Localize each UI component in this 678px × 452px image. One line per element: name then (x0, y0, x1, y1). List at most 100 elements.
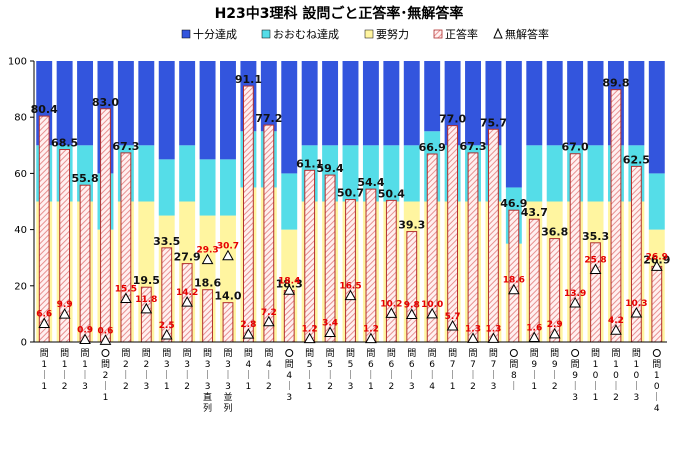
bar-full (526, 61, 543, 146)
x-tick-char: 1 (82, 360, 88, 370)
label-correct-rate: 35.3 (582, 230, 609, 243)
marker-blank-rate (650, 260, 663, 271)
x-tick-label: 問5｜3 (346, 348, 355, 392)
x-tick-char: ｜ (387, 370, 396, 381)
legend-label: おおむね達成 (273, 28, 339, 41)
bar-full (138, 61, 155, 146)
bar-mostly (179, 145, 196, 202)
label-blank-rate: 0.6 (97, 326, 113, 336)
label-correct-rate: 61.1 (296, 157, 323, 170)
marker-blank-rate (120, 292, 132, 303)
x-tick-char: 5 (348, 360, 354, 370)
label-correct-rate: 83.0 (92, 96, 119, 109)
label-blank-rate: 6.6 (36, 309, 52, 319)
label-correct-rate: 50.4 (378, 187, 405, 200)
legend-swatch (493, 27, 503, 39)
bar-full (587, 61, 604, 146)
label-correct-rate: 46.9 (500, 197, 527, 210)
x-tick-char: ｜ (469, 370, 478, 381)
x-tick-char: 1 (307, 382, 313, 392)
bar-mostly (199, 159, 216, 216)
x-tick-char: ｜ (632, 381, 641, 392)
x-tick-circle-mark (509, 349, 518, 357)
marker-blank-rate (528, 331, 541, 343)
y-tick-label: 0 (21, 338, 27, 349)
x-tick-char: 問 (223, 348, 232, 359)
bar-correct-rate (304, 169, 316, 343)
x-tick-char: 0 (654, 382, 660, 392)
bar-full (465, 61, 481, 146)
x-tick-char: 問 (183, 348, 192, 359)
x-tick-label: 問3｜2 (183, 348, 192, 392)
x-tick-char: 問 (346, 348, 355, 359)
bar-full (179, 61, 196, 146)
label-blank-rate: 26.9 (646, 252, 668, 262)
marker-blank-rate (140, 302, 153, 314)
label-correct-rate: 75.7 (480, 116, 507, 129)
label-blank-rate: 4.2 (608, 316, 624, 326)
bar-mostly (526, 145, 543, 202)
label-blank-rate: 3.4 (322, 318, 338, 328)
x-tick-char: ｜ (530, 370, 539, 381)
label-correct-rate: 68.5 (51, 137, 78, 150)
x-tick-label: 問8｜ (509, 349, 518, 392)
x-tick-char: 1 (62, 360, 68, 370)
x-tick-char: ｜ (121, 370, 130, 381)
x-tick-char: 5 (307, 360, 313, 370)
bar-correct-rate (100, 108, 111, 343)
x-tick-char: 問 (326, 348, 335, 359)
x-tick-circle-mark (101, 349, 110, 357)
label-blank-rate: 1.3 (485, 324, 501, 334)
bar-correct-rate (651, 265, 663, 343)
x-tick-label: 問3｜3並列 (223, 348, 232, 414)
bar-mostly (138, 145, 155, 202)
bar-mostly (587, 145, 604, 202)
x-tick-char: 問 (285, 359, 294, 370)
x-tick-char: ｜ (183, 370, 192, 381)
label-correct-rate: 59.4 (317, 162, 344, 175)
x-tick-char: ｜ (489, 370, 498, 381)
x-tick-char: 2 (123, 382, 129, 392)
legend-label: 十分達成 (193, 27, 237, 41)
bar-correct-rate (324, 174, 336, 343)
x-tick-char: 問 (550, 348, 559, 359)
x-tick-char: 3 (491, 382, 497, 392)
x-tick-label: 問10｜1 (591, 348, 600, 403)
x-tick-char: ｜ (509, 381, 518, 392)
label-correct-rate: 18.3 (276, 278, 303, 291)
x-tick-label: 問7｜1 (448, 348, 457, 392)
bar-correct-rate (345, 199, 356, 343)
marker-blank-rate (344, 289, 357, 301)
x-tick-char: 1 (593, 393, 599, 403)
x-tick-char: ｜ (40, 370, 49, 381)
x-tick-char: 問 (121, 348, 130, 359)
x-tick-char: 1 (654, 371, 660, 381)
x-tick-char: 3 (348, 382, 354, 392)
bar-mostly (281, 173, 298, 230)
label-correct-rate: 33.5 (153, 235, 180, 248)
marker-blank-rate (262, 315, 275, 327)
marker-blank-rate (58, 308, 71, 319)
x-tick-circle-mark (571, 349, 580, 357)
x-tick-label: 問3｜3直列 (203, 348, 212, 414)
label-correct-rate: 19.5 (133, 274, 160, 287)
marker-blank-rate (487, 332, 500, 343)
x-tick-char: 9 (552, 360, 558, 370)
bar-correct-rate (488, 128, 499, 343)
legend-swatch (433, 29, 443, 39)
label-correct-rate: 80.4 (31, 103, 58, 116)
x-tick-label: 問3｜1 (162, 348, 171, 392)
x-tick-char: ｜ (244, 370, 253, 381)
bar-full (567, 61, 584, 146)
label-blank-rate: 9.9 (57, 300, 73, 310)
label-blank-rate: 16.5 (339, 282, 361, 292)
label-correct-rate: 67.3 (112, 140, 139, 153)
x-tick-char: 8 (511, 371, 517, 381)
x-tick-char: 問 (366, 348, 375, 359)
x-tick-char: 2 (103, 371, 109, 381)
x-tick-char: 5 (327, 360, 333, 370)
label-correct-rate: 54.4 (357, 176, 384, 189)
legend-label: 要努力 (376, 27, 409, 41)
x-tick-char: 問 (305, 348, 314, 359)
label-correct-rate: 18.6 (194, 277, 221, 290)
